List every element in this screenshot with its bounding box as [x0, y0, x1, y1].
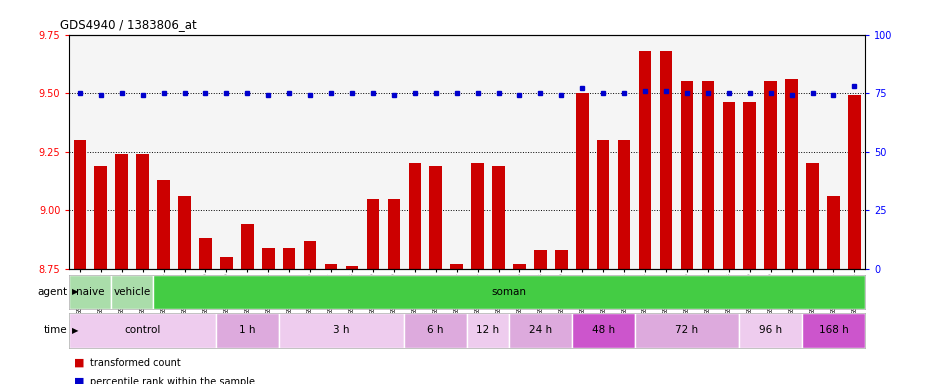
Bar [597, 140, 610, 269]
Bar [802, 313, 865, 348]
Text: naive: naive [76, 287, 105, 297]
Text: 6 h: 6 h [427, 325, 444, 335]
Bar [74, 140, 86, 269]
Bar [241, 224, 253, 269]
Bar [509, 313, 572, 348]
Bar [764, 81, 777, 269]
Bar [154, 275, 865, 309]
Bar [681, 81, 693, 269]
Bar [111, 275, 154, 309]
Bar [722, 103, 735, 269]
Bar [216, 313, 278, 348]
Bar [807, 164, 819, 269]
Bar [69, 313, 216, 348]
Bar [785, 79, 798, 269]
Bar [450, 264, 462, 269]
Bar [739, 313, 802, 348]
Bar [262, 248, 275, 269]
Bar [179, 196, 191, 269]
Bar [283, 248, 295, 269]
Bar [660, 51, 672, 269]
Bar [157, 180, 170, 269]
Bar [325, 264, 338, 269]
Bar [366, 199, 379, 269]
Bar [701, 81, 714, 269]
Text: ■: ■ [74, 377, 84, 384]
Bar [513, 264, 525, 269]
Bar [467, 313, 509, 348]
Text: 48 h: 48 h [592, 325, 615, 335]
Bar [827, 196, 840, 269]
Text: GDS4940 / 1383806_at: GDS4940 / 1383806_at [60, 18, 197, 31]
Bar [303, 241, 316, 269]
Bar [576, 93, 588, 269]
Text: vehicle: vehicle [114, 287, 151, 297]
Text: time: time [43, 325, 68, 335]
Bar [346, 266, 358, 269]
Bar [848, 96, 860, 269]
Bar [639, 51, 651, 269]
Text: 96 h: 96 h [759, 325, 783, 335]
Text: 72 h: 72 h [675, 325, 698, 335]
Bar [136, 154, 149, 269]
Bar [534, 250, 547, 269]
Bar [618, 140, 631, 269]
Text: transformed count: transformed count [90, 358, 180, 368]
Bar [388, 199, 401, 269]
Text: soman: soman [491, 287, 526, 297]
Text: 168 h: 168 h [819, 325, 848, 335]
Bar [492, 166, 505, 269]
Bar [116, 154, 128, 269]
Bar [220, 257, 233, 269]
Text: 12 h: 12 h [476, 325, 500, 335]
Bar [278, 313, 404, 348]
Text: ■: ■ [74, 358, 84, 368]
Text: 24 h: 24 h [529, 325, 552, 335]
Text: control: control [125, 325, 161, 335]
Text: 3 h: 3 h [333, 325, 350, 335]
Text: 1 h: 1 h [239, 325, 255, 335]
Text: agent: agent [37, 287, 68, 297]
Text: percentile rank within the sample: percentile rank within the sample [90, 377, 254, 384]
Bar [404, 313, 467, 348]
Bar [409, 164, 421, 269]
Bar [744, 103, 756, 269]
Bar [199, 238, 212, 269]
Bar [69, 275, 111, 309]
Text: ▶: ▶ [72, 326, 79, 335]
Bar [429, 166, 442, 269]
Bar [555, 250, 568, 269]
Bar [472, 164, 484, 269]
Bar [635, 313, 739, 348]
Text: ▶: ▶ [72, 287, 79, 296]
Bar [572, 313, 635, 348]
Bar [94, 166, 107, 269]
